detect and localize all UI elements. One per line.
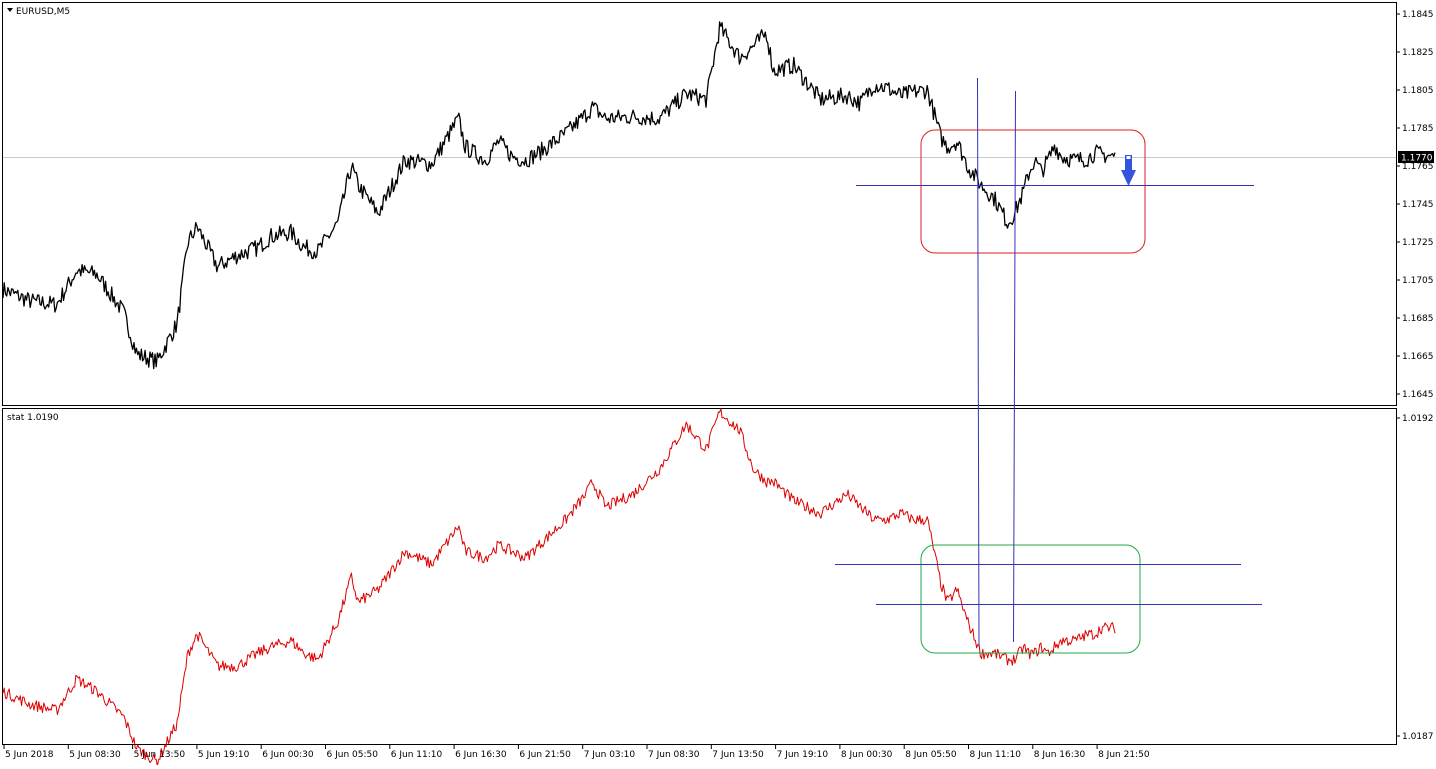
y-tick-label: 1.0187: [1402, 732, 1434, 742]
y-tick-label: 1.1845: [1402, 10, 1434, 20]
price-panel-label: EURUSD,M5: [16, 7, 70, 17]
y-tick-label: 1.1765: [1402, 162, 1434, 172]
x-tick-label: 8 Jun 00:30: [841, 750, 893, 760]
x-tick-label: 8 Jun 11:10: [970, 750, 1022, 760]
x-tick-label: 7 Jun 19:10: [777, 750, 829, 760]
x-tick-label: 6 Jun 00:30: [262, 750, 314, 760]
y-tick-label: 1.1685: [1402, 314, 1434, 324]
highlight-box-green: [920, 544, 1141, 654]
x-tick-label: 8 Jun 16:30: [1034, 750, 1086, 760]
vertical-line-1[interactable]: [977, 77, 980, 648]
x-tick-label: 6 Jun 05:50: [327, 750, 379, 760]
y-tick-label: 1.1725: [1402, 238, 1434, 248]
x-tick-label: 8 Jun 21:50: [1098, 750, 1150, 760]
price-panel-frame: [2, 2, 1397, 406]
stat-series-line: [2, 408, 1116, 767]
x-tick-label: 6 Jun 21:50: [519, 750, 571, 760]
x-tick-label: 6 Jun 11:10: [391, 750, 443, 760]
arrow-down-icon: [1121, 155, 1136, 186]
triangle-down-icon: [7, 8, 13, 12]
x-tick-label: 5 Jun 13:50: [134, 750, 186, 760]
price-series-line: [2, 21, 1116, 370]
y-tick-label: 1.1785: [1402, 124, 1434, 134]
series-layer: [2, 21, 1116, 767]
price-y-axis: 1.1845 1.1825 1.1805 1.1785 1.1765 1.1745 1.17…: [1396, 10, 1434, 400]
time-x-axis: 5 Jun 2018 5 Jun 08:30 5 Jun 13:50 5 Jun 19…: [3, 745, 1150, 760]
x-tick-label: 8 Jun 05:50: [905, 750, 957, 760]
current-price-box: [1398, 151, 1434, 163]
stat-y-axis: 1.0192 1.0187: [1396, 414, 1434, 742]
y-tick-label: 1.1825: [1402, 48, 1434, 58]
y-tick-label: 1.0192: [1402, 414, 1434, 424]
x-tick-label: 6 Jun 16:30: [455, 750, 507, 760]
stat-panel-label: stat 1.0190: [7, 413, 59, 423]
y-tick-label: 1.1665: [1402, 352, 1434, 362]
current-price-label: 1.1770: [1401, 154, 1433, 164]
y-tick-label: 1.1805: [1402, 86, 1434, 96]
x-tick-label: 5 Jun 2018: [5, 750, 54, 760]
y-tick-label: 1.1745: [1402, 200, 1434, 210]
x-tick-label: 7 Jun 03:10: [584, 750, 636, 760]
x-tick-label: 7 Jun 08:30: [648, 750, 700, 760]
y-tick-label: 1.1705: [1402, 276, 1434, 286]
x-tick-label: 5 Jun 19:10: [198, 750, 250, 760]
vertical-line-2[interactable]: [1013, 90, 1016, 643]
highlight-box-red: [920, 129, 1146, 254]
y-tick-label: 1.1645: [1402, 390, 1434, 400]
stat-panel-frame: [2, 408, 1397, 745]
x-tick-label: 5 Jun 08:30: [69, 750, 121, 760]
x-tick-label: 7 Jun 13:50: [712, 750, 764, 760]
